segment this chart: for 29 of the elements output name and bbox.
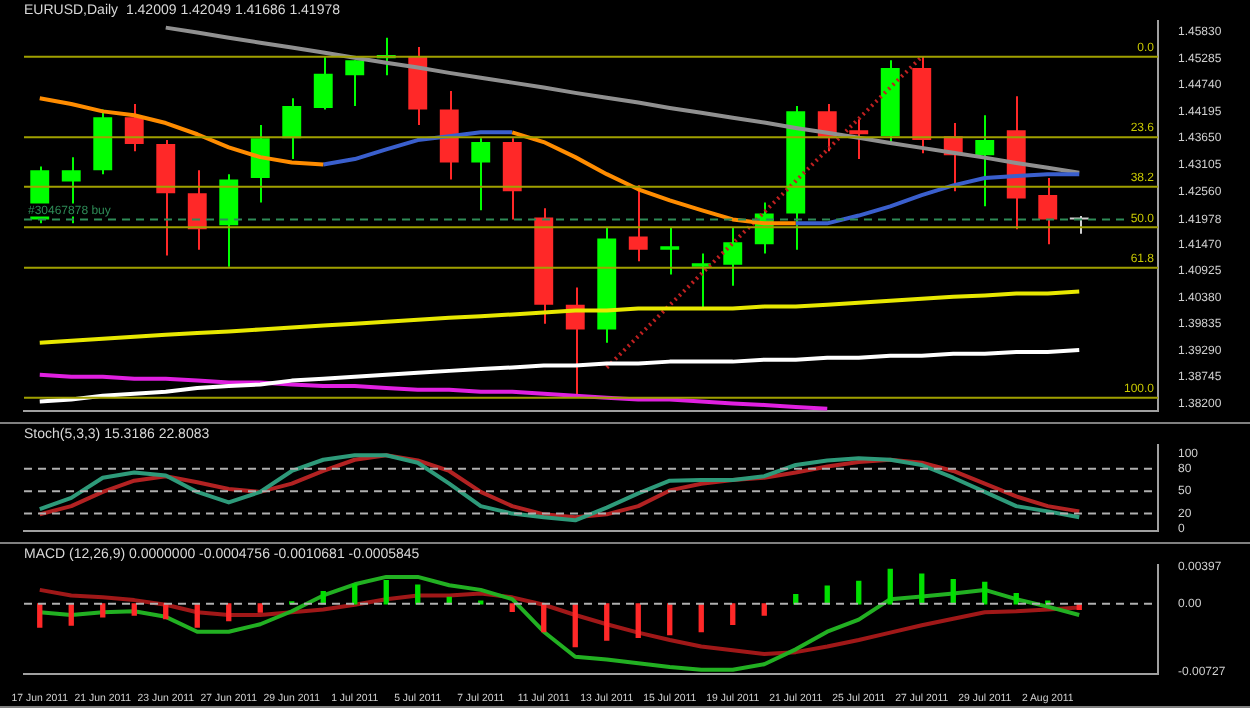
candlestick [849, 118, 869, 161]
candlestick [282, 97, 302, 161]
candlestick [219, 173, 239, 268]
bar [572, 603, 578, 648]
candlestick [1038, 177, 1058, 246]
bar [383, 579, 389, 605]
bar [257, 603, 263, 613]
bar [131, 603, 137, 616]
candlestick [313, 55, 333, 111]
bar [887, 568, 893, 605]
bar [919, 573, 925, 605]
candlestick [723, 226, 743, 287]
candlestick [691, 252, 711, 310]
bar [730, 603, 736, 625]
line-series [604, 54, 924, 370]
bar [856, 580, 862, 605]
candlestick [345, 59, 365, 108]
bar [761, 603, 767, 616]
candlestick [250, 124, 270, 204]
bar [604, 603, 610, 641]
candlestick [124, 103, 144, 153]
candlestick [975, 114, 995, 208]
candlestick [660, 226, 680, 276]
bar [226, 603, 232, 622]
bar [635, 603, 641, 638]
bar [509, 603, 515, 612]
candlestick [471, 137, 491, 212]
candlestick [628, 184, 648, 263]
candlestick [187, 169, 207, 251]
